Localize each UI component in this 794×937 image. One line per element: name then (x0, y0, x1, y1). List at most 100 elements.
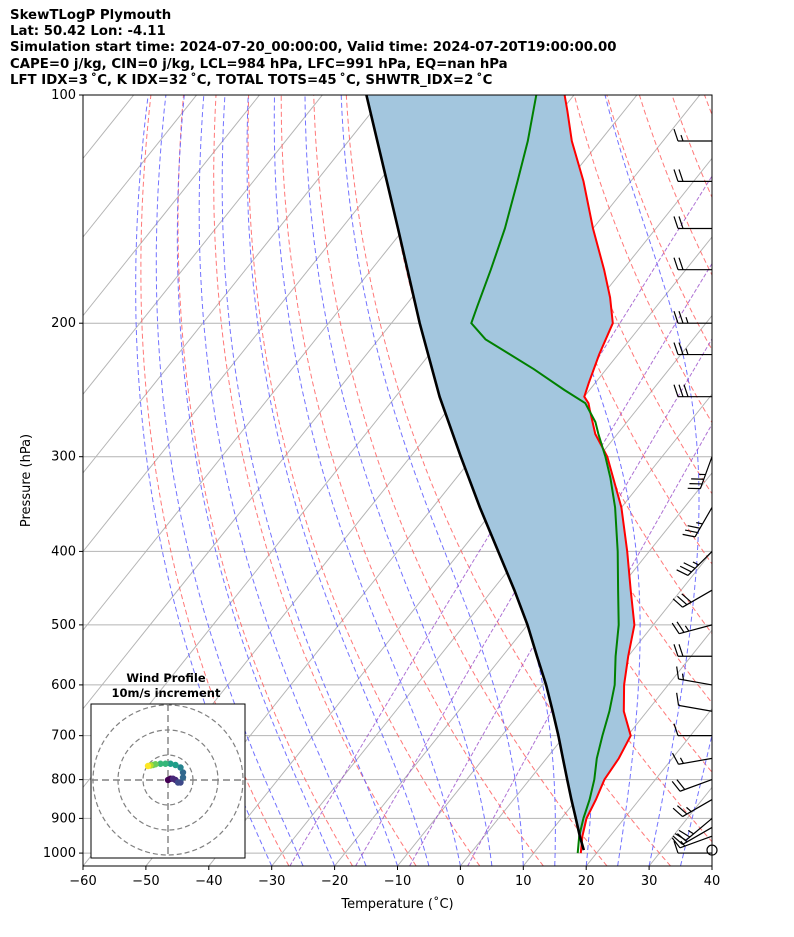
isotherm-gridline (711, 865, 712, 866)
wind-barb (673, 128, 712, 142)
wind-barb (671, 621, 713, 635)
wind-barb (672, 799, 713, 818)
moist-adiabat (221, 95, 398, 866)
isotherm-gridline (145, 157, 712, 866)
wind-barb (687, 456, 713, 490)
moist-adiabat (246, 95, 430, 866)
wind-barb (676, 666, 713, 686)
hodograph-title: Wind Profile (126, 671, 206, 685)
dry-adiabat (345, 95, 671, 866)
y-tick-label: 400 (51, 544, 76, 559)
wind-barb (671, 779, 713, 792)
mixing-ratio-line (409, 337, 712, 866)
y-tick-label: 800 (51, 773, 76, 788)
y-tick-label: 100 (51, 88, 76, 103)
hodograph-point (179, 774, 187, 781)
moist-adiabat (604, 95, 700, 866)
dry-adiabat (313, 95, 608, 866)
wind-barb (672, 589, 713, 608)
isotherm-gridline (0, 95, 71, 866)
dry-adiabat (638, 95, 712, 277)
moist-adiabat (340, 95, 524, 866)
moist-adiabat (511, 95, 641, 866)
y-tick-label: 700 (51, 729, 76, 744)
x-tick-label: 0 (456, 874, 464, 889)
wind-barb (673, 342, 712, 356)
moist-adiabat (155, 95, 304, 866)
calm-wind-marker (706, 844, 718, 856)
dry-adiabat (140, 95, 290, 866)
isotherm-gridline (83, 95, 386, 474)
wind-barb (673, 644, 712, 657)
parcel-line (365, 95, 586, 851)
mixing-ratio-line (289, 175, 712, 866)
y-tick-label: 1000 (43, 846, 76, 861)
x-tick-label: −50 (132, 874, 159, 889)
wind-barb (671, 752, 713, 765)
x-tick-label: 20 (578, 874, 595, 889)
wind-barb (673, 384, 712, 398)
dry-adiabat (508, 95, 712, 565)
y-tick-label: 500 (51, 618, 76, 633)
dry-adiabat (737, 95, 794, 866)
hodograph-point (162, 760, 169, 767)
dry-adiabat (606, 95, 712, 351)
x-tick-label: −40 (195, 874, 222, 889)
x-tick-label: 40 (704, 874, 721, 889)
title-line-1: SkewTLogP Plymouth (10, 8, 172, 23)
dry-adiabat (280, 95, 544, 866)
x-tick-label: 10 (515, 874, 532, 889)
moist-adiabat (273, 95, 461, 866)
cape-fill (366, 95, 635, 849)
dry-adiabat (177, 95, 354, 866)
x-tick-label: −30 (258, 874, 285, 889)
mixing-ratio-line (355, 262, 712, 866)
hodograph-point (177, 779, 184, 786)
dry-adiabat (410, 95, 712, 773)
x-axis-label: Temperature (˚C) (340, 896, 453, 912)
plot-area (0, 95, 794, 866)
x-tick-label: 30 (641, 874, 658, 889)
y-tick-label: 600 (51, 678, 76, 693)
hodograph-point (167, 760, 174, 767)
y-tick-label: 300 (51, 450, 76, 465)
wind-barb (682, 507, 713, 538)
wind-barb (673, 840, 712, 854)
temperature-line (563, 95, 636, 854)
dry-adiabat (247, 95, 481, 866)
dry-adiabat (541, 95, 712, 495)
hodograph-point (179, 769, 187, 776)
wind-barb (674, 817, 713, 841)
isotherm-gridline (334, 393, 712, 866)
x-tick-label: −60 (69, 874, 96, 889)
dewpoint-line (470, 95, 620, 854)
hodograph-plot (91, 704, 245, 858)
hodograph-point (144, 762, 152, 770)
wind-barb (673, 723, 712, 737)
wind-barb (673, 169, 712, 182)
moist-adiabat (711, 864, 712, 866)
title-line-2: Lat: 50.42 Lon: -4.11 (10, 24, 166, 39)
hodograph-subtitle: 10m/s increment (112, 686, 221, 700)
moist-adiabat (135, 95, 273, 866)
wind-barb (676, 692, 713, 712)
x-tick-label: −20 (321, 874, 348, 889)
isotherm-gridline (83, 95, 197, 238)
isotherm-gridline (585, 707, 712, 866)
dry-adiabat (704, 95, 712, 117)
moist-adiabat (198, 95, 367, 866)
wind-barb (673, 311, 712, 324)
hodograph-point (177, 764, 184, 771)
isotherm-gridline (397, 472, 712, 866)
wind-barb (673, 216, 712, 230)
title-line-3: Simulation start time: 2024-07-20_00:00:… (10, 40, 617, 55)
wind-barb (673, 257, 712, 271)
isotherm-gridline (648, 786, 712, 866)
y-axis-label: Pressure (hPa) (19, 434, 34, 527)
dry-adiabat (770, 95, 794, 866)
hodograph-point (157, 760, 164, 767)
moist-adiabat (176, 95, 336, 866)
y-tick-label: 200 (51, 316, 76, 331)
isotherm-gridline (83, 95, 323, 396)
